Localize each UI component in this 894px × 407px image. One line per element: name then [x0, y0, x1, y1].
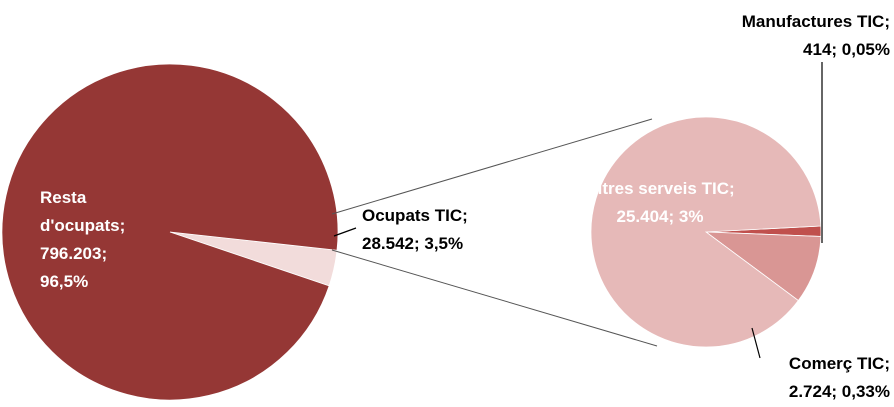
connector-line — [331, 249, 658, 347]
connector-line — [331, 118, 653, 215]
leader-line — [333, 227, 357, 237]
data-label: Resta d'ocupats; 796.203; 96,5% — [40, 188, 126, 291]
leader-line — [751, 327, 761, 359]
data-label: Manufactures TIC; 414; 0,05% — [741, 12, 890, 59]
data-label: Comerç TIC; 2.724; 0,33% — [788, 354, 890, 401]
pie-slice — [590, 116, 822, 348]
pie-slice — [1, 63, 339, 401]
data-label: Altres serveis TIC; 25.404; 3% — [585, 179, 735, 226]
data-label: Ocupats TIC; 28.542; 3,5% — [362, 206, 468, 253]
